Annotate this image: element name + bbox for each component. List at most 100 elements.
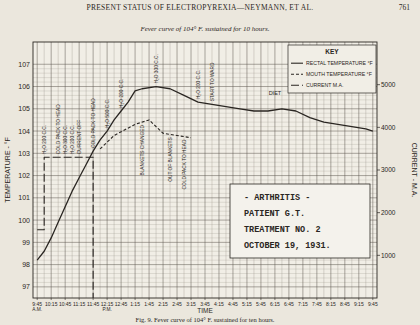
- x-tick-label: 7:15: [298, 301, 308, 307]
- y2-tick: [377, 127, 380, 128]
- x-grid-line: [274, 42, 275, 298]
- x-grid-line: [191, 42, 192, 298]
- y-tick-label: 107: [18, 61, 30, 68]
- minor-grid-line: [128, 42, 129, 298]
- x-grid-line: [93, 42, 94, 298]
- legend-label: MOUTH TEMPERATURE °F: [306, 71, 372, 77]
- annotation: OUT OF BLANKETS: [168, 137, 173, 181]
- y-tick-label: 104: [18, 128, 30, 135]
- y2-axis-title: CURRENT - M.A.: [411, 143, 418, 198]
- annotation: CURRENT OFF: [77, 120, 82, 154]
- x-tick-label: 2:45: [172, 301, 182, 307]
- x-grid-line: [65, 42, 66, 298]
- legend-title: KEY: [325, 48, 339, 55]
- y2-tick: [377, 170, 380, 171]
- x-grid-line: [51, 42, 52, 298]
- x-tick-label: 2:15: [158, 301, 168, 307]
- legend-swatch: [291, 63, 303, 64]
- minor-grid-line: [86, 42, 87, 298]
- y-tick-label: 106: [18, 83, 30, 90]
- y-tick-label: 103: [18, 150, 30, 157]
- y-tick-label: 100: [18, 217, 30, 224]
- annotation: COLD PACK TO HEAD: [182, 139, 187, 189]
- minor-grid-line: [100, 42, 101, 298]
- y-axis-title: TEMPERATURE - °F: [4, 137, 11, 203]
- x-tick-label: 9:15: [354, 301, 364, 307]
- x-grid-line: [260, 42, 261, 298]
- y2-tick-label: 2000: [381, 209, 396, 216]
- annotation: H₂O 200 C.C.: [196, 70, 201, 99]
- y2-tick-label: 1000: [381, 252, 396, 259]
- x-tick-label: 1:45: [144, 301, 154, 307]
- y2-tick: [377, 84, 380, 85]
- x-tick-label: 4:15: [214, 301, 224, 307]
- series-line: [37, 157, 93, 298]
- minor-grid-line: [114, 42, 115, 298]
- minor-grid-line: [239, 42, 240, 298]
- minor-grid-line: [253, 42, 254, 298]
- x-tick-label: 12:15: [101, 301, 114, 307]
- x-tick-label: 8:45: [340, 301, 350, 307]
- x-tick-label: 5:15: [242, 301, 252, 307]
- chart: PRESENT STATUS OF ELECTROPYREXIA—NEYMANN…: [0, 0, 420, 325]
- x-grid-line: [205, 42, 206, 298]
- inset-box: [230, 184, 370, 258]
- x-grid-line: [79, 42, 80, 298]
- legend-box: [288, 45, 376, 93]
- y-grid-line: [33, 108, 377, 109]
- x-tick-label: 11:15: [73, 301, 85, 307]
- chart-title: Fever curve of 104° F. sustained for 10 …: [139, 25, 269, 33]
- y2-tick-label: 5000: [381, 81, 396, 88]
- annotation: H₂O 300 C.C.: [63, 125, 68, 154]
- x-tick-label: 6:15: [270, 301, 280, 307]
- annotation: H₂O 200 C.C.: [119, 79, 124, 108]
- annotation: START TO WARD: [210, 62, 215, 101]
- annotation: H₂O 200 C.C.: [70, 125, 75, 154]
- x-tick-label: 4:45: [228, 301, 238, 307]
- running-head: PRESENT STATUS OF ELECTROPYREXIA—NEYMANN…: [86, 3, 313, 12]
- period-label: P.M.: [102, 307, 111, 312]
- y2-tick: [377, 212, 380, 213]
- background: [0, 0, 420, 325]
- inset-line: PATIENT G.T.: [244, 209, 305, 219]
- x-axis-title: TIME: [197, 307, 213, 314]
- legend-label: RECTAL TEMPERATURE °F: [306, 60, 373, 66]
- inset-line: - ARTHRITIS -: [244, 193, 310, 203]
- y-grid-line: [33, 153, 377, 154]
- x-tick-label: 8:15: [326, 301, 336, 307]
- caption: Fig. 9. Fever curve of 104° F. sustained…: [136, 316, 275, 323]
- plot-frame: [33, 42, 377, 298]
- y-tick-label: 98: [22, 261, 30, 268]
- annotation: BLANKETS CHANGED: [140, 125, 145, 176]
- y-grid-line: [33, 131, 377, 132]
- x-tick-label: 5:45: [256, 301, 266, 307]
- x-tick-label: 11:45: [87, 301, 99, 307]
- legend-swatch: [291, 85, 303, 86]
- period-label: A.M.: [32, 307, 42, 312]
- x-tick-label: 1:15: [130, 301, 140, 307]
- y2-tick-label: 4000: [381, 124, 396, 131]
- x-grid-line: [135, 42, 136, 298]
- y2-tick: [377, 255, 380, 256]
- page-number: 761: [399, 3, 411, 12]
- series-line: [37, 87, 373, 261]
- y-tick-label: 102: [18, 172, 30, 179]
- annotation: H₂O 300 C.C.: [154, 54, 159, 83]
- annotation: H₂O 200 C.C.: [42, 125, 47, 154]
- x-grid-line: [177, 42, 178, 298]
- x-grid-line: [246, 42, 247, 298]
- legend-label: CURRENT M.A.: [306, 82, 343, 88]
- y-tick-label: 99: [22, 239, 30, 246]
- inset: - ARTHRITIS -PATIENT G.T.TREATMENT NO. 2…: [230, 184, 370, 258]
- annotation: COLD PACK TO HEAD: [56, 104, 61, 154]
- x-tick-label: 7:45: [312, 301, 322, 307]
- x-tick-label: 3:45: [200, 301, 210, 307]
- x-tick-label: 10:45: [59, 301, 72, 307]
- series-group: [37, 87, 373, 298]
- legend-swatch: [291, 74, 303, 75]
- annotation: COLD PACK TO HEAD: [91, 98, 96, 148]
- minor-grid-line: [267, 42, 268, 298]
- minor-grid-line: [58, 42, 59, 298]
- minor-grid-line: [281, 42, 282, 298]
- y-grid-line: [33, 286, 377, 287]
